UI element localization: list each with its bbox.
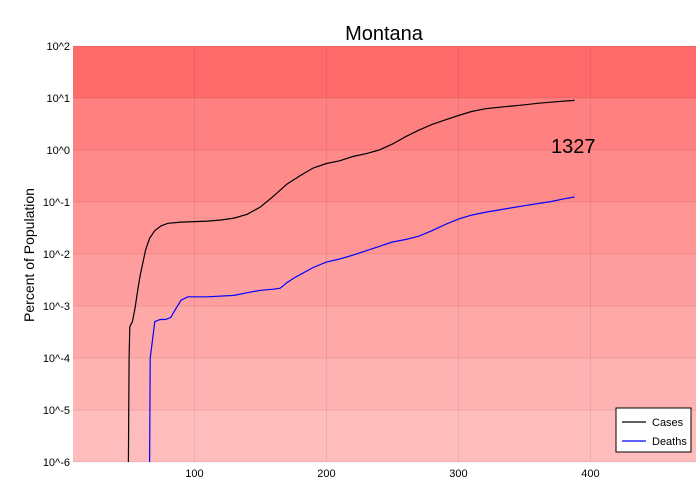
- y-axis-label: Percent of Population: [21, 188, 37, 322]
- legend: Cases Deaths: [615, 407, 692, 453]
- y-tick-label: 10^-2: [43, 249, 70, 261]
- series-line-deaths: [149, 196, 575, 463]
- band-0: [73, 46, 696, 98]
- x-tick-label: 400: [581, 468, 599, 480]
- band-4: [73, 254, 696, 306]
- background-bands: [73, 46, 696, 462]
- band-7: [73, 410, 696, 462]
- annotation-label: 1327: [551, 136, 596, 158]
- y-tick-label: 10^-6: [43, 457, 70, 469]
- band-5: [73, 306, 696, 358]
- legend-label-cases: Cases: [652, 417, 684, 429]
- y-tick-label: 10^-4: [43, 353, 70, 365]
- band-2: [73, 150, 696, 202]
- axis-ticks: 10^2 10^1 10^0 10^-1 10^-2 10^-3 10^-4 10^-5 10^…: [43, 41, 600, 480]
- band-6: [73, 358, 696, 410]
- y-tick-label: 10^-1: [43, 197, 70, 209]
- legend-box: [615, 407, 692, 453]
- legend-label-deaths: Deaths: [652, 436, 687, 448]
- x-tick-label: 300: [449, 468, 467, 480]
- y-tick-label: 10^0: [46, 145, 70, 157]
- x-tick-label: 100: [185, 468, 203, 480]
- band-3: [73, 202, 696, 254]
- y-tick-label: 10^-5: [43, 405, 70, 417]
- annotations: 1327: [551, 136, 596, 158]
- series-lines: [127, 99, 575, 463]
- x-tick-label: 200: [317, 468, 335, 480]
- y-tick-label: 10^2: [46, 41, 70, 53]
- band-1: [73, 98, 696, 150]
- y-tick-label: 10^1: [46, 93, 70, 105]
- chart-title: Montana: [345, 23, 424, 45]
- series-line-cases: [127, 99, 575, 463]
- y-tick-label: 10^-3: [43, 301, 70, 313]
